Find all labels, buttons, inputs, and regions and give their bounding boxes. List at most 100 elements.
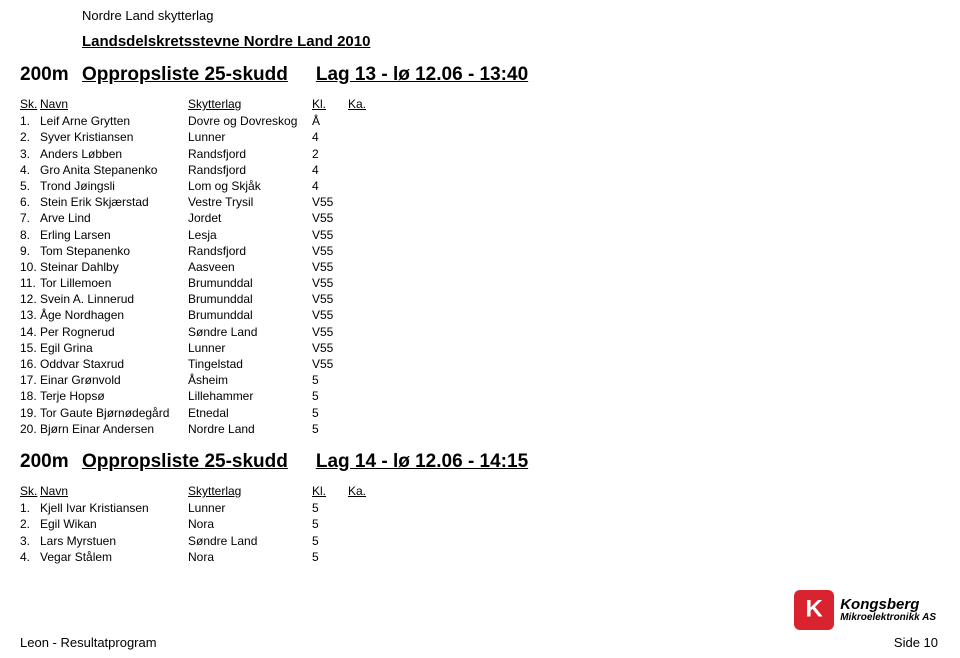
cell-club: Vestre Trysil <box>188 194 312 210</box>
distance-label: 200m <box>20 64 82 86</box>
cell-name: Tor Gaute Bjørnødegård <box>40 405 188 421</box>
cell-sk: 7. <box>20 210 40 226</box>
cell-sk: 18. <box>20 388 40 404</box>
cell-ka <box>348 259 378 275</box>
list-title: Oppropsliste 25-skudd <box>82 64 288 86</box>
list-title: Oppropsliste 25-skudd <box>82 451 288 473</box>
cell-ka <box>348 340 378 356</box>
cell-name: Leif Arne Grytten <box>40 113 188 129</box>
table-row: 8.Erling LarsenLesjaV55 <box>20 227 940 243</box>
table-header: Sk. Navn Skytterlag Kl. Ka. <box>20 483 940 499</box>
cell-kl: V55 <box>312 340 348 356</box>
cell-club: Lom og Skjåk <box>188 178 312 194</box>
cell-club: Jordet <box>188 210 312 226</box>
logo-brand: Kongsberg <box>840 597 936 612</box>
cell-club: Dovre og Dovreskog <box>188 113 312 129</box>
cell-club: Lunner <box>188 129 312 145</box>
table-header: Sk. Navn Skytterlag Kl. Ka. <box>20 96 940 112</box>
cell-kl: V55 <box>312 259 348 275</box>
col-sk: Sk. <box>20 483 40 499</box>
table-row: 12.Svein A. LinnerudBrumunddalV55 <box>20 291 940 307</box>
col-name: Navn <box>40 96 188 112</box>
cell-sk: 3. <box>20 533 40 549</box>
table-row: 3.Anders LøbbenRandsfjord2 <box>20 146 940 162</box>
cell-ka <box>348 533 378 549</box>
cell-sk: 6. <box>20 194 40 210</box>
table-row: 14.Per RognerudSøndre LandV55 <box>20 324 940 340</box>
cell-kl: V55 <box>312 356 348 372</box>
cell-sk: 17. <box>20 372 40 388</box>
cell-club: Tingelstad <box>188 356 312 372</box>
cell-sk: 8. <box>20 227 40 243</box>
table-row: 13.Åge NordhagenBrumunddalV55 <box>20 307 940 323</box>
cell-sk: 10. <box>20 259 40 275</box>
cell-ka <box>348 162 378 178</box>
sponsor-logo: Kongsberg Mikroelektronikk AS <box>794 590 936 630</box>
cell-name: Egil Wikan <box>40 516 188 532</box>
cell-sk: 1. <box>20 113 40 129</box>
col-ka: Ka. <box>348 483 378 499</box>
cell-ka <box>348 194 378 210</box>
cell-sk: 13. <box>20 307 40 323</box>
cell-ka <box>348 405 378 421</box>
table-row: 4.Vegar StålemNora5 <box>20 549 940 565</box>
cell-ka <box>348 388 378 404</box>
cell-kl: V55 <box>312 194 348 210</box>
cell-kl: 5 <box>312 516 348 532</box>
cell-name: Anders Løbben <box>40 146 188 162</box>
table-row: 7.Arve LindJordetV55 <box>20 210 940 226</box>
cell-sk: 16. <box>20 356 40 372</box>
cell-club: Randsfjord <box>188 243 312 259</box>
page-footer: Leon - Resultatprogram Side 10 <box>0 631 960 658</box>
cell-sk: 9. <box>20 243 40 259</box>
cell-name: Arve Lind <box>40 210 188 226</box>
footer-right: Side 10 <box>894 635 938 650</box>
cell-club: Søndre Land <box>188 533 312 549</box>
cell-kl: 4 <box>312 162 348 178</box>
cell-kl: V55 <box>312 291 348 307</box>
club-name: Nordre Land skytterlag <box>82 8 940 23</box>
cell-club: Nordre Land <box>188 421 312 437</box>
col-club: Skytterlag <box>188 96 312 112</box>
cell-kl: 2 <box>312 146 348 162</box>
lag-title-2: Lag 14 - lø 12.06 - 14:15 <box>316 451 528 473</box>
cell-kl: V55 <box>312 243 348 259</box>
cell-ka <box>348 324 378 340</box>
table-row: 2.Syver KristiansenLunner4 <box>20 129 940 145</box>
lag-title-1: Lag 13 - lø 12.06 - 13:40 <box>316 64 528 86</box>
cell-ka <box>348 178 378 194</box>
cell-name: Steinar Dahlby <box>40 259 188 275</box>
cell-ka <box>348 549 378 565</box>
cell-club: Lunner <box>188 340 312 356</box>
cell-sk: 11. <box>20 275 40 291</box>
cell-club: Randsfjord <box>188 162 312 178</box>
cell-ka <box>348 210 378 226</box>
cell-sk: 20. <box>20 421 40 437</box>
cell-ka <box>348 500 378 516</box>
cell-kl: V55 <box>312 210 348 226</box>
cell-name: Stein Erik Skjærstad <box>40 194 188 210</box>
cell-name: Vegar Stålem <box>40 549 188 565</box>
cell-name: Egil Grina <box>40 340 188 356</box>
cell-kl: 4 <box>312 178 348 194</box>
cell-name: Tor Lillemoen <box>40 275 188 291</box>
cell-club: Aasveen <box>188 259 312 275</box>
table-row: 4.Gro Anita StepanenkoRandsfjord4 <box>20 162 940 178</box>
cell-name: Gro Anita Stepanenko <box>40 162 188 178</box>
cell-name: Lars Myrstuen <box>40 533 188 549</box>
cell-ka <box>348 516 378 532</box>
col-sk: Sk. <box>20 96 40 112</box>
table-row: 9.Tom StepanenkoRandsfjordV55 <box>20 243 940 259</box>
section-header-1: 200m Oppropsliste 25-skudd Lag 13 - lø 1… <box>20 64 940 86</box>
cell-ka <box>348 146 378 162</box>
cell-club: Søndre Land <box>188 324 312 340</box>
cell-sk: 12. <box>20 291 40 307</box>
cell-sk: 1. <box>20 500 40 516</box>
cell-sk: 15. <box>20 340 40 356</box>
cell-name: Kjell Ivar Kristiansen <box>40 500 188 516</box>
cell-sk: 19. <box>20 405 40 421</box>
cell-sk: 3. <box>20 146 40 162</box>
event-title: Landsdelskretsstevne Nordre Land 2010 <box>82 33 940 50</box>
cell-ka <box>348 291 378 307</box>
col-ka: Ka. <box>348 96 378 112</box>
